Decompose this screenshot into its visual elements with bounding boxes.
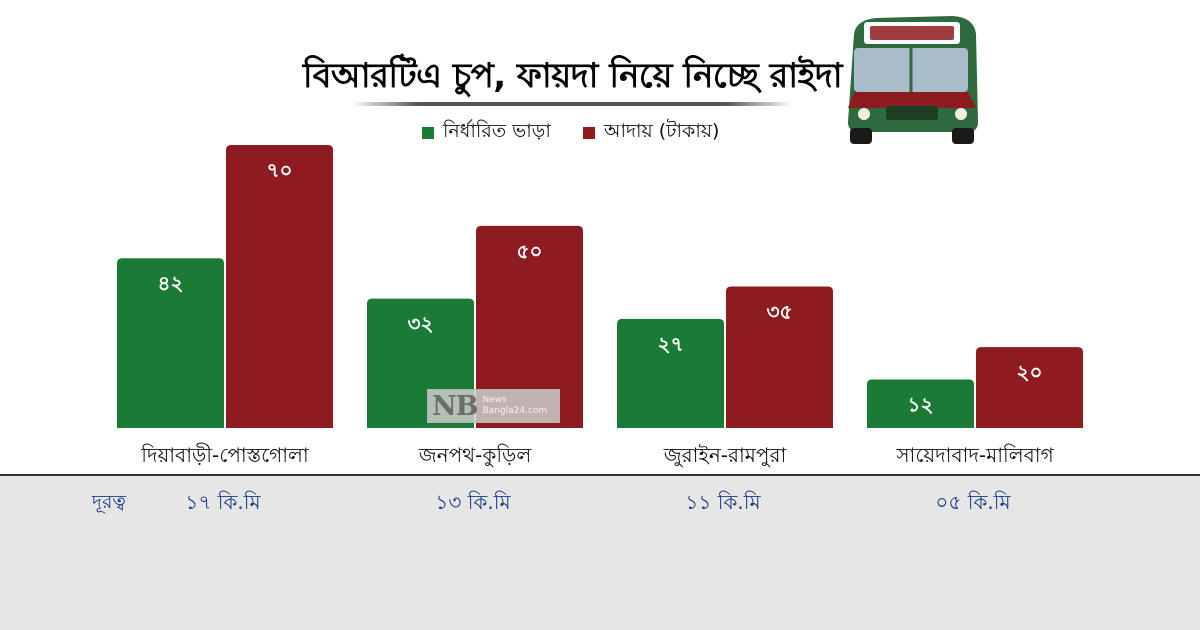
category-label-4: সায়েদাবাদ-মালিবাগ: [895, 443, 1054, 467]
bus-icon: [848, 16, 978, 144]
distance-value-1: ১৭ কি.মি: [185, 490, 261, 514]
category-label-1: দিয়াবাড়ী-পোস্তগোলা: [140, 443, 310, 467]
legend-label-collected-fare: আদায় (টাকায়): [603, 120, 720, 142]
bar-value-label-collected-fare-1: ৭০: [266, 158, 292, 182]
watermark-text: News Bangla24.com: [482, 395, 548, 416]
bar-collected-fare-2: [476, 225, 583, 428]
distance-value-3: ১১ কি.মি: [685, 490, 761, 514]
bar-value-label-collected-fare-2: ৫০: [517, 239, 543, 263]
title-underline: [352, 102, 792, 106]
bar-value-label-collected-fare-4: ২০: [1016, 360, 1042, 384]
bar-value-label-fixed-fare-1: ৪২: [158, 271, 184, 295]
legend-item-collected-fare: আদায় (টাকায়): [582, 117, 720, 149]
watermark-logo: NB News Bangla24.com: [427, 389, 560, 423]
bar-value-label-fixed-fare-3: ২৭: [657, 332, 683, 356]
bar-fixed-fare-4: [867, 379, 974, 428]
watermark-nb-mark: NB: [432, 390, 479, 422]
distance-value-4: ০৫ কি.মি: [935, 490, 1011, 514]
bar-collected-fare-1: [226, 145, 333, 428]
distance-panel: [0, 476, 1200, 630]
legend-item-fixed-fare: নির্ধারিত ভাড়া: [422, 117, 551, 149]
bar-fixed-fare-1: [117, 258, 224, 428]
bar-collected-fare-4: [976, 347, 1083, 428]
bar-value-label-fixed-fare-2: ৩২: [407, 312, 433, 336]
distance-label: দূরত্ব: [92, 491, 126, 513]
category-label-3: জুরাইন-রামপুরা: [663, 443, 788, 468]
legend-swatch-fixed-fare: [422, 127, 434, 139]
category-label-2: জনপথ-কুড়িল: [418, 443, 533, 467]
bar-chart: ৪২ ৭০ দিয়াবাড়ী-পোস্তগোলা ৩২ ৫০ জনপথ-কুড়িল ২…: [117, 145, 1083, 468]
bar-collected-fare-3: [726, 286, 833, 428]
legend-swatch-collected-fare: [582, 127, 595, 139]
chart-legend: নির্ধারিত ভাড়া আদায় (টাকায়): [422, 117, 719, 149]
distance-value-2: ১৩ কি.মি: [435, 490, 511, 514]
chart-title: বিআরটিএ চুপ, ফায়দা নিয়ে নিচ্ছে রাইদা: [302, 56, 843, 96]
legend-label-fixed-fare: নির্ধারিত ভাড়া: [443, 120, 551, 142]
bar-value-label-collected-fare-3: ৩৫: [767, 300, 793, 324]
bar-fixed-fare-3: [617, 318, 724, 428]
bar-value-label-fixed-fare-4: ১২: [908, 392, 934, 416]
section-divider: [0, 474, 1200, 476]
